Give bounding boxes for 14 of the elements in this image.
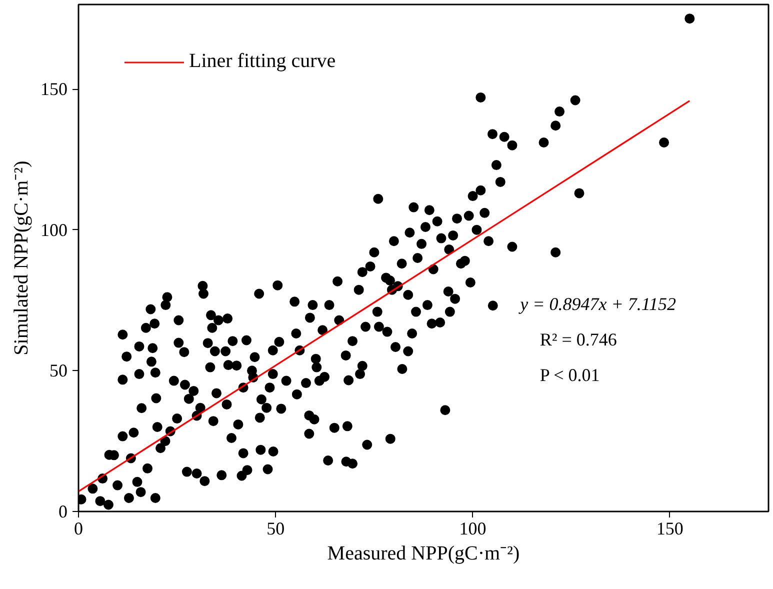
- x-axis-title: Measured NPP(gC·m⁻²): [327, 542, 520, 564]
- legend-label: Liner fitting curve: [189, 50, 336, 73]
- y-tick-label: 0: [58, 502, 68, 522]
- annotation: P < 0.01: [540, 364, 600, 385]
- annotation: y = 0.8947x + 7.1152: [518, 294, 676, 314]
- x-tick-label: 50: [266, 518, 285, 538]
- annotation: R² = 0.746: [540, 329, 617, 350]
- y-axis-title: Simulated NPP(gC·m⁻²): [10, 160, 32, 356]
- x-tick-label: 150: [656, 518, 684, 538]
- x-tick-label: 100: [459, 518, 486, 538]
- y-tick-label: 150: [40, 79, 68, 99]
- y-tick-label: 100: [40, 220, 68, 240]
- y-tick-label: 50: [50, 360, 68, 381]
- x-tick-label: 0: [74, 518, 83, 538]
